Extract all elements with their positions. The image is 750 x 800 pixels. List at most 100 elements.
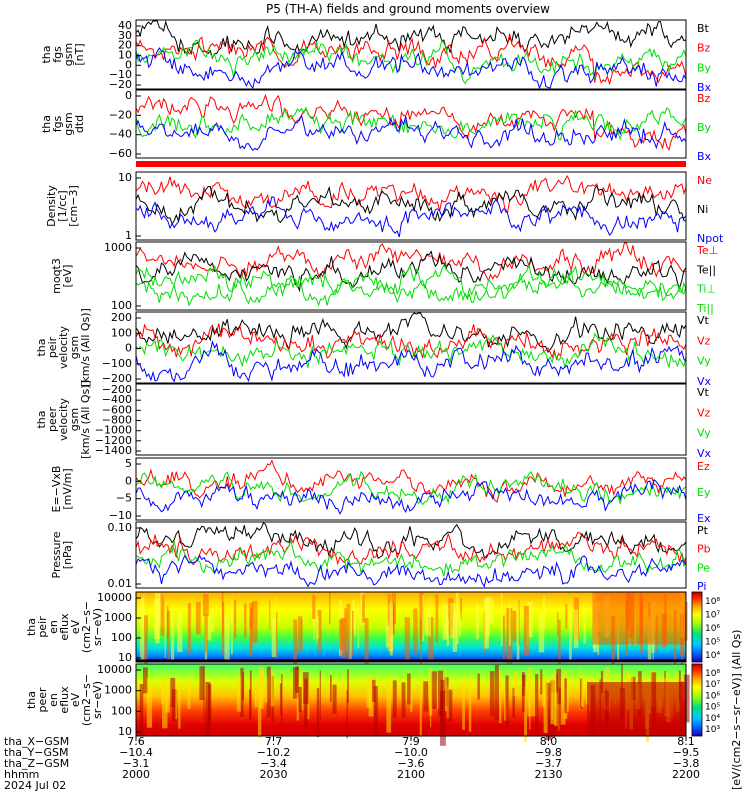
series-By <box>135 105 687 141</box>
legend-entry-Ti||: Ti|| <box>696 302 714 315</box>
spectrogram-streak <box>362 594 365 623</box>
series-Vz <box>135 323 687 361</box>
y-tick-label: −800 <box>102 414 132 427</box>
spectrogram-streak <box>187 603 191 654</box>
colorbar-tick: 10⁵ <box>705 638 720 648</box>
spectrogram-streak <box>460 597 462 620</box>
series-Bx <box>135 114 687 152</box>
y-tick-label: 40 <box>118 19 132 32</box>
y-tick-label: 200 <box>111 311 132 324</box>
series-Ez <box>135 459 687 503</box>
spectrogram-streak <box>428 617 434 661</box>
spectrogram-streak <box>357 603 360 649</box>
series-Te⊥ <box>135 242 687 282</box>
legend-entry-Vy: Vy <box>697 427 711 440</box>
spectrogram-streak <box>683 674 690 723</box>
panel-5: 200 100 0 −100 −200 thapeirvelocitygsm[km/s (… <box>35 308 712 388</box>
spectrogram-streak <box>139 684 144 734</box>
spectrogram-streak <box>266 666 271 718</box>
spectrogram-streak <box>565 604 568 629</box>
series-Bt <box>135 20 687 60</box>
spectrogram-streak <box>524 686 527 743</box>
y-tick-label: 10000 <box>97 591 132 604</box>
spectrogram-streak <box>178 682 181 729</box>
x-tick-label: −3.7 <box>535 757 562 770</box>
spectrogram-streak <box>293 619 298 665</box>
spectrogram-streak <box>298 686 302 713</box>
spectrogram-streak <box>401 682 406 718</box>
legend-entry-Bx: Bx <box>697 150 712 163</box>
spectrogram-streak <box>485 596 490 637</box>
legend-entry-Pe: Pe <box>697 561 710 574</box>
plot-area <box>136 312 686 383</box>
spectrogram-streak <box>366 675 372 708</box>
spectrogram-streak <box>502 615 505 661</box>
spectrogram-streak <box>438 670 444 717</box>
spectrogram-streak <box>199 666 205 701</box>
spectrogram-streak <box>422 595 425 641</box>
legend-entry-Te⊥: Te⊥ <box>696 244 718 257</box>
spectrogram-streak <box>296 670 299 721</box>
spectrogram-streak <box>456 593 459 644</box>
spectrogram-streak <box>164 611 166 658</box>
spectrogram-streak <box>505 675 509 728</box>
spectrogram-streak <box>447 686 449 719</box>
spectrogram-streak <box>435 594 439 643</box>
spectrogram-streak <box>420 618 422 665</box>
y-tick-label: 0.10 <box>108 521 133 534</box>
spectrogram-streak <box>257 687 262 739</box>
spectrogram-streak <box>557 611 559 636</box>
spectrogram-streak <box>364 618 369 671</box>
y-axis-label: E=−VxB[mV/m] <box>50 466 74 513</box>
panel-frame <box>135 591 687 663</box>
spectrogram-streak <box>153 598 160 639</box>
legend-entry-Pb: Pb <box>697 543 711 556</box>
x-tick-label: 2030 <box>260 768 288 781</box>
spectrogram-streak <box>301 668 304 710</box>
spectrogram-streak <box>329 592 331 625</box>
y-tick-label: 0 <box>125 474 132 487</box>
spectrogram-streak <box>347 669 349 704</box>
legend-entry-Ey: Ey <box>697 486 711 499</box>
spectrogram-streak <box>146 687 153 728</box>
y-tick-label: −40 <box>109 128 132 141</box>
spectrogram-streak <box>354 606 356 636</box>
spectrogram-streak <box>281 674 283 726</box>
spectrogram-streak <box>445 669 447 711</box>
y-tick-label: −10 <box>109 68 132 81</box>
x-tick-label: −9.5 <box>673 746 700 759</box>
spectrogram-streak <box>554 692 558 726</box>
spectrogram-streak <box>410 686 413 712</box>
spectrogram-streak <box>429 668 433 716</box>
spectrogram-streak <box>275 611 278 659</box>
spectrogram-streak <box>558 619 561 670</box>
spectrogram-streak <box>512 610 517 642</box>
spectrogram-streak <box>413 608 418 654</box>
panel-3: 10 1 Density[1/cc][cm−3] Ne Ni Npot <box>45 171 724 245</box>
y-tick-label: −10 <box>109 509 132 522</box>
spectrogram-streak <box>242 672 245 701</box>
spectrogram-streak <box>554 670 557 706</box>
legend-entry-Npot: Npot <box>697 232 724 245</box>
spectrogram-streak <box>332 684 337 714</box>
y-axis-label: Pressure[nPa] <box>50 531 74 578</box>
legend-entry-Vt: Vt <box>697 386 710 399</box>
y-axis-label: moqt3[eV] <box>50 258 74 294</box>
spectrogram-streak <box>540 669 543 695</box>
spectrogram-streak <box>252 600 258 643</box>
spectrogram-streak <box>146 677 149 703</box>
panel-6: −200−400−600−800−1000−1200−1400thapeerve… <box>35 380 712 460</box>
spectrogram-streak <box>144 615 148 669</box>
spectrogram-streak <box>317 610 322 652</box>
colorbar-tick: 10⁶ <box>705 691 720 701</box>
y-tick-label: 1000 <box>104 684 132 697</box>
spectrogram-streak <box>269 600 271 631</box>
spectrogram-streak <box>139 606 145 663</box>
panel-frame <box>135 89 687 159</box>
spectrogram-streak <box>177 612 183 652</box>
x-tick-label: 2200 <box>672 768 700 781</box>
spectrogram-streak <box>528 680 531 708</box>
x-tick-label: 7.6 <box>127 735 145 748</box>
spectrogram-streak <box>419 592 424 640</box>
